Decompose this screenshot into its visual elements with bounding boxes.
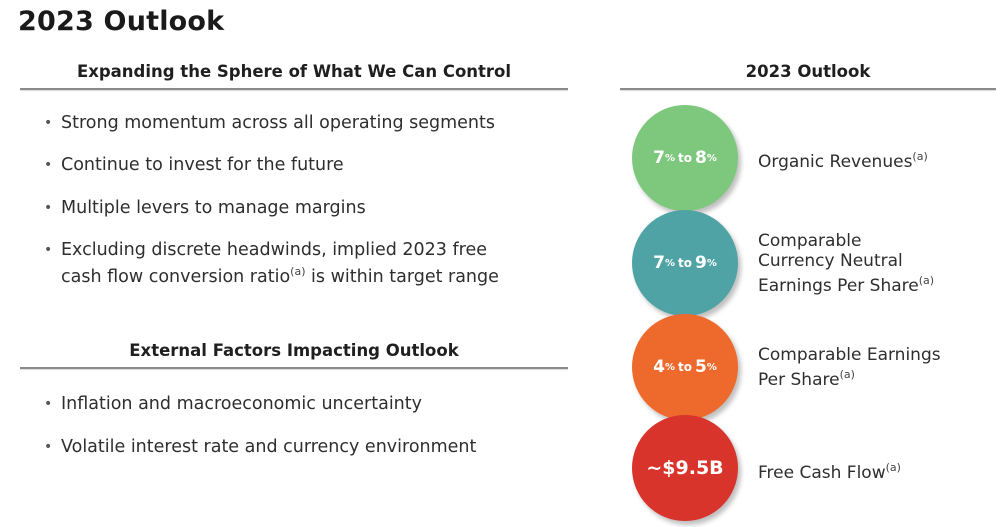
- percent-sign: %: [706, 361, 717, 373]
- list-item: Strong momentum across all operating seg…: [44, 113, 574, 134]
- free-cash-flow-value: ~$9.5B: [646, 457, 724, 479]
- footnote-marker: (a): [918, 274, 935, 287]
- percent-sign: %: [706, 152, 717, 164]
- footnote-marker: (a): [290, 265, 306, 278]
- footnote-marker: (a): [912, 150, 928, 163]
- control-bullet-list: Strong momentum across all operating seg…: [44, 113, 574, 288]
- page-title: 2023 Outlook: [18, 6, 225, 37]
- range-high: 8: [694, 148, 707, 168]
- range-high: 9: [694, 253, 707, 273]
- footnote-marker: (a): [839, 368, 855, 381]
- range-to: to: [678, 256, 692, 270]
- list-item: Inflation and macroeconomic uncertainty: [44, 394, 574, 415]
- free-cash-flow-badge: ~$9.5B: [632, 415, 738, 521]
- bullet-text: Excluding discrete headwinds, implied 20…: [61, 240, 487, 260]
- section-heading-external: External Factors Impacting Outlook: [129, 341, 459, 360]
- percent-sign: %: [664, 257, 675, 269]
- metric-label-organic-revenues: Organic Revenues(a): [758, 147, 928, 172]
- metric-label-line: Comparable Earnings: [758, 345, 941, 365]
- list-item: Excluding discrete headwinds, implied 20…: [44, 240, 574, 288]
- range-high: 5: [694, 357, 707, 377]
- metric-label-line: Organic Revenues: [758, 152, 913, 172]
- metric-label-free-cash-flow: Free Cash Flow(a): [758, 458, 901, 483]
- footnote-marker: (a): [885, 461, 901, 474]
- section-divider: [20, 367, 568, 369]
- metric-label-line: Free Cash Flow: [758, 463, 886, 483]
- metric-label-comparable-eps: Comparable Earnings Per Share(a): [758, 345, 941, 390]
- bullet-text: is within target range: [305, 267, 499, 287]
- list-item: Multiple levers to manage margins: [44, 198, 574, 219]
- organic-revenue-badge: 7% to 8%: [632, 105, 738, 211]
- metric-label-currency-neutral-eps: Comparable Currency Neutral Earnings Per…: [758, 231, 934, 296]
- list-item: Volatile interest rate and currency envi…: [44, 437, 574, 458]
- comparable-eps-badge: 4% to 5%: [632, 314, 738, 420]
- eps-currency-neutral-badge: 7% to 9%: [632, 210, 738, 316]
- section-divider: [620, 88, 996, 90]
- range-low: 7: [653, 253, 665, 273]
- section-divider: [20, 88, 568, 90]
- metric-label-line: Comparable: [758, 231, 862, 251]
- outlook-heading: 2023 Outlook: [745, 62, 871, 81]
- metric-label-line: Per Share: [758, 370, 840, 390]
- bullet-text: cash flow conversion ratio: [61, 267, 291, 287]
- metric-label-line: Earnings Per Share: [758, 276, 919, 296]
- percent-sign: %: [664, 152, 675, 164]
- metric-label-line: Currency Neutral: [758, 251, 903, 271]
- range-low: 7: [653, 148, 665, 168]
- section-heading-control: Expanding the Sphere of What We Can Cont…: [76, 62, 512, 81]
- percent-sign: %: [664, 361, 675, 373]
- list-item: Continue to invest for the future: [44, 155, 574, 176]
- percent-sign: %: [706, 257, 717, 269]
- range-to: to: [678, 151, 692, 165]
- range-low: 4: [653, 357, 665, 377]
- external-bullet-list: Inflation and macroeconomic uncertainty …: [44, 394, 574, 458]
- range-to: to: [678, 360, 692, 374]
